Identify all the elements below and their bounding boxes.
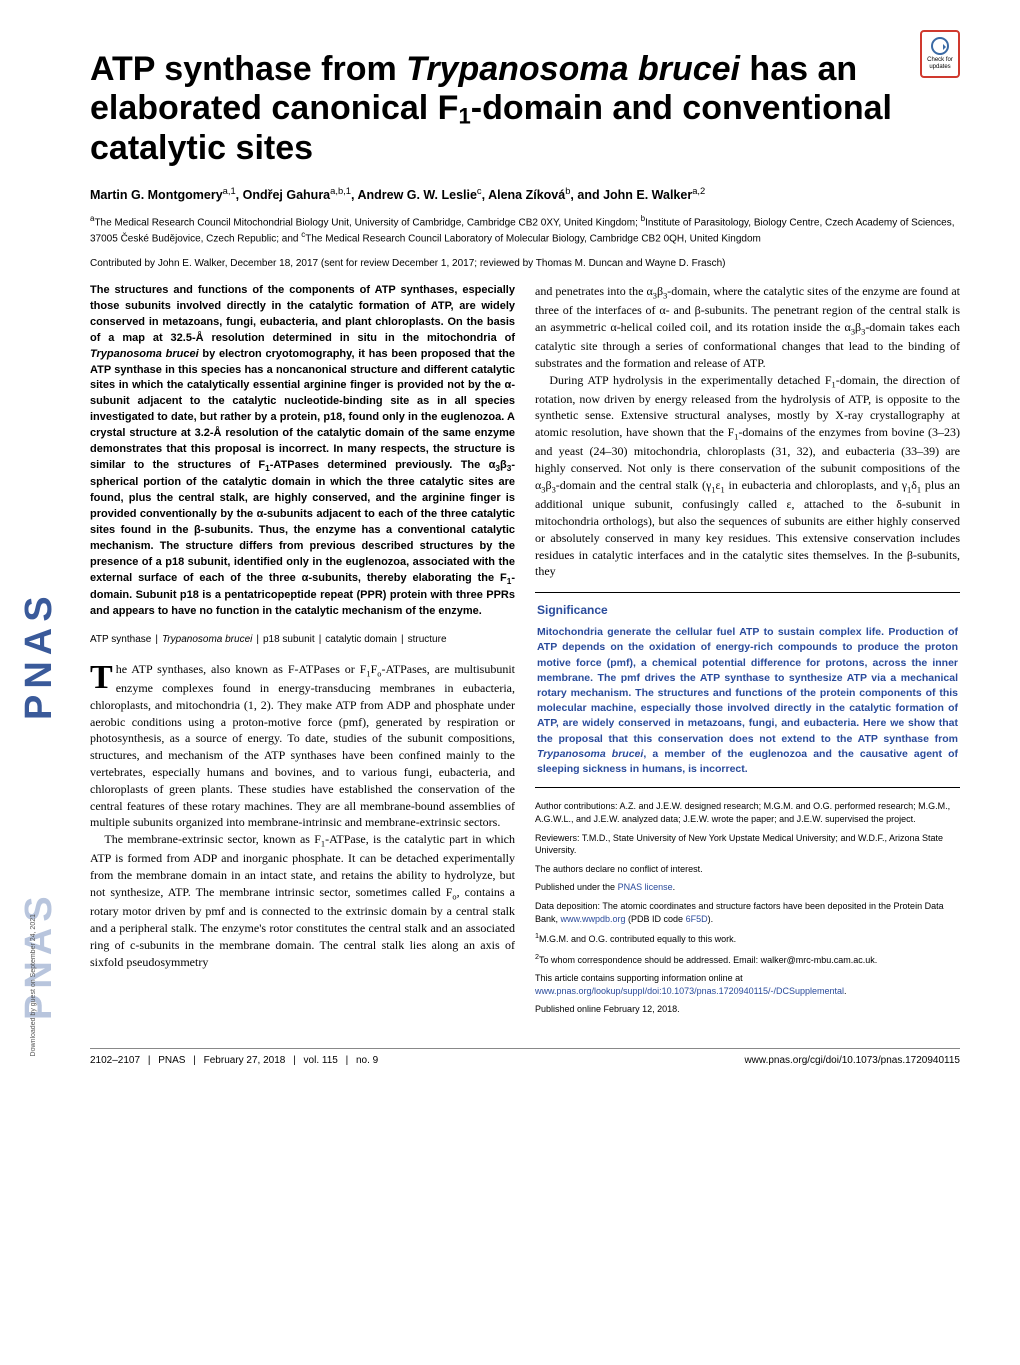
footnotes: Author contributions: A.Z. and J.E.W. de… <box>535 800 960 1016</box>
keyword-separator: | <box>155 634 158 645</box>
abstract: The structures and functions of the comp… <box>90 283 515 620</box>
significance-text: Mitochondria generate the cellular fuel … <box>537 625 958 777</box>
keyword: Trypanosoma brucei <box>162 634 252 645</box>
check-updates-badge[interactable]: Check for updates <box>920 30 960 78</box>
footnote-data-deposition: Data deposition: The atomic coordinates … <box>535 900 960 925</box>
footnote-conflict: The authors declare no conflict of inter… <box>535 863 960 876</box>
pnas-logo: PNAS <box>18 120 58 720</box>
footer-volume: vol. 115 <box>304 1055 338 1066</box>
keyword: p18 subunit <box>263 634 315 645</box>
footnote-supplemental: This article contains supporting informa… <box>535 972 960 997</box>
pnas-license-link[interactable]: PNAS license <box>618 882 673 892</box>
article-title: ATP synthase from Trypanosoma brucei has… <box>90 50 960 168</box>
footnote-author-contributions: Author contributions: A.Z. and J.E.W. de… <box>535 800 960 825</box>
keyword: structure <box>408 634 447 645</box>
download-timestamp: Downloaded by guest on September 24, 202… <box>30 914 37 1056</box>
footnote-correspondence: 2To whom correspondence should be addres… <box>535 952 960 967</box>
keyword: ATP synthase <box>90 634 151 645</box>
keyword-separator: | <box>401 634 404 645</box>
supplemental-link[interactable]: www.pnas.org/lookup/suppl/doi:10.1073/pn… <box>535 986 844 996</box>
footnote-equal-contribution: 1M.G.M. and O.G. contributed equally to … <box>535 931 960 946</box>
keywords: ATP synthase | Trypanosoma brucei | p18 subu… <box>90 634 515 645</box>
refresh-icon <box>931 37 949 55</box>
body-paragraph-2: The membrane-extrinsic sector, known as … <box>90 831 515 970</box>
footer-pages: 2102–2107 <box>90 1055 140 1066</box>
check-updates-label: Check for updates <box>922 57 958 70</box>
keyword: catalytic domain <box>325 634 397 645</box>
affiliations: aThe Medical Research Council Mitochondr… <box>90 214 960 246</box>
footer-date: February 27, 2018 <box>204 1055 286 1066</box>
footer-doi-url: www.pnas.org/cgi/doi/10.1073/pnas.172094… <box>744 1055 960 1066</box>
author-list: Martin G. Montgomerya,1, Ondřej Gahuraa,… <box>90 186 960 202</box>
keyword-separator: | <box>319 634 322 645</box>
pdb-code-link[interactable]: 6F5D <box>686 914 708 924</box>
significance-heading: Significance <box>537 603 958 617</box>
footer-issue: no. 9 <box>356 1055 378 1066</box>
footnote-license: Published under the PNAS license. <box>535 881 960 894</box>
body-paragraph-4: During ATP hydrolysis in the experimenta… <box>535 372 960 581</box>
page-footer: 2102–2107 | PNAS | February 27, 2018 | v… <box>90 1048 960 1066</box>
contributed-line: Contributed by John E. Walker, December … <box>90 258 960 269</box>
body-paragraph-1: The ATP synthases, also known as F-ATPas… <box>90 661 515 831</box>
footnote-reviewers: Reviewers: T.M.D., State University of N… <box>535 832 960 857</box>
pdb-link[interactable]: www.wwpdb.org <box>561 914 626 924</box>
footer-journal: PNAS <box>158 1055 185 1066</box>
keyword-separator: | <box>256 634 259 645</box>
footnote-published-online: Published online February 12, 2018. <box>535 1003 960 1016</box>
significance-box: Significance Mitochondria generate the c… <box>535 592 960 788</box>
body-paragraph-3: and penetrates into the α3β3-domain, whe… <box>535 283 960 372</box>
